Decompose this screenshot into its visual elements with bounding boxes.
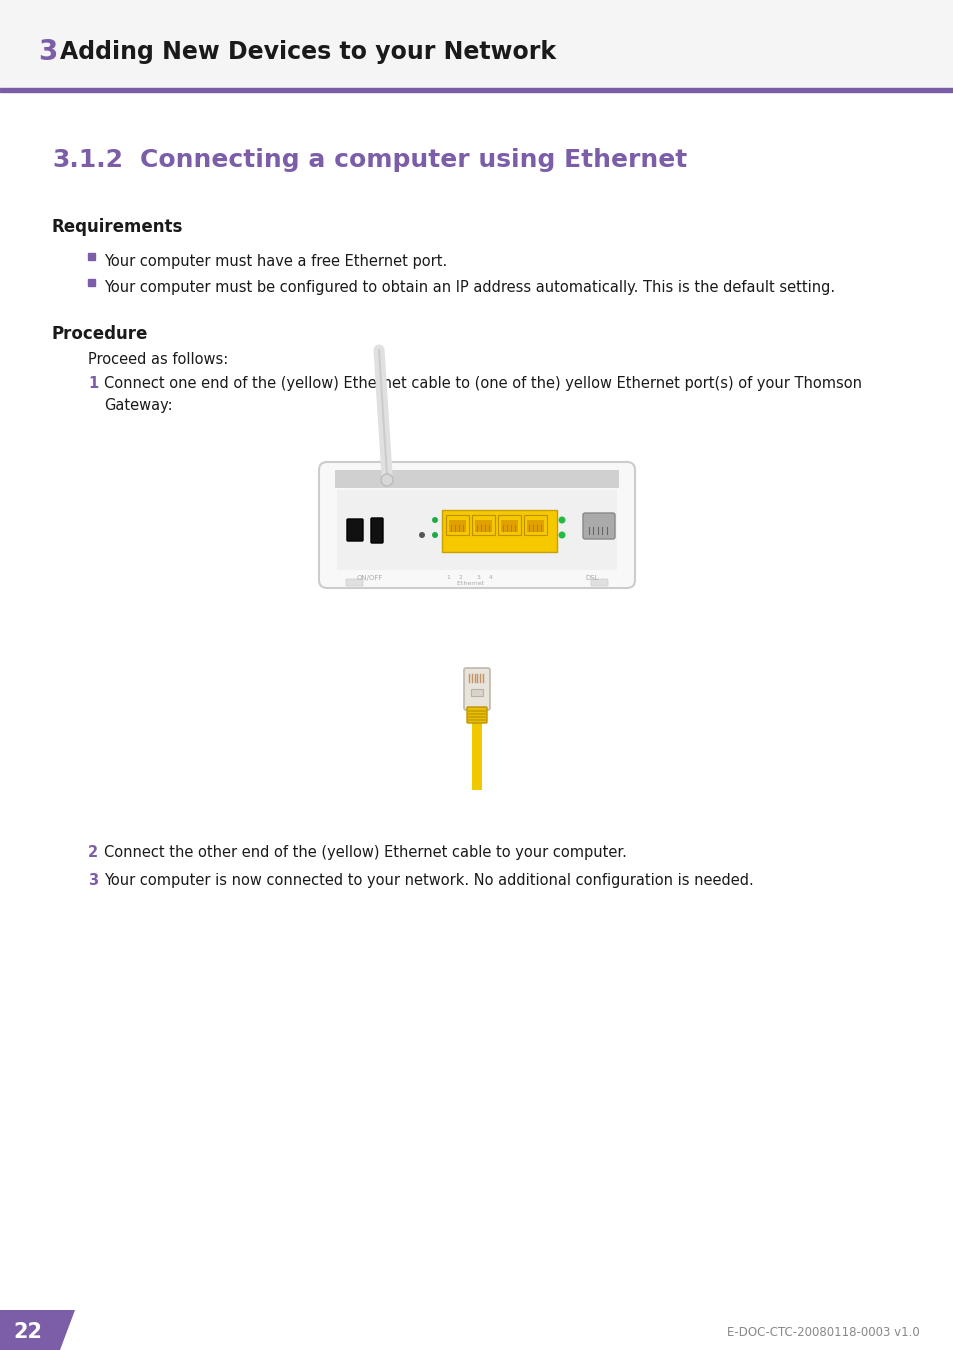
Circle shape	[380, 474, 393, 486]
Text: Your computer must be configured to obtain an IP address automatically. This is : Your computer must be configured to obta…	[104, 279, 834, 296]
FancyBboxPatch shape	[467, 707, 486, 724]
FancyBboxPatch shape	[347, 518, 363, 541]
Text: Procedure: Procedure	[52, 325, 149, 343]
Text: 1: 1	[88, 377, 98, 392]
Circle shape	[558, 532, 565, 539]
Text: Adding New Devices to your Network: Adding New Devices to your Network	[60, 40, 556, 63]
Bar	[472, 722, 481, 790]
Bar	[449, 520, 465, 532]
FancyBboxPatch shape	[463, 668, 490, 710]
FancyBboxPatch shape	[371, 518, 382, 543]
Bar	[475, 520, 492, 532]
Polygon shape	[0, 1310, 75, 1350]
Text: ON/OFF: ON/OFF	[356, 575, 383, 580]
FancyBboxPatch shape	[590, 579, 607, 586]
Bar	[0, 0, 953, 88]
FancyBboxPatch shape	[318, 462, 635, 589]
Text: Your computer must have a free Ethernet port.: Your computer must have a free Ethernet …	[104, 254, 447, 269]
Bar	[497, 514, 520, 535]
Text: Proceed as follows:: Proceed as follows:	[88, 352, 228, 367]
Text: 3.1.2: 3.1.2	[52, 148, 123, 171]
Bar	[441, 510, 557, 552]
Text: 3: 3	[88, 873, 98, 888]
Bar	[523, 514, 546, 535]
Text: Your computer is now connected to your network. No additional configuration is n: Your computer is now connected to your n…	[104, 873, 753, 888]
Text: Connecting a computer using Ethernet: Connecting a computer using Ethernet	[140, 148, 686, 171]
Bar	[88, 279, 95, 286]
Bar	[472, 514, 495, 535]
Bar	[526, 520, 543, 532]
Bar	[471, 688, 482, 697]
Text: Connect one end of the (yellow) Ethernet cable to (one of the) yellow Ethernet p: Connect one end of the (yellow) Ethernet…	[104, 377, 862, 413]
Text: 1    2       3    4
     Ethernet: 1 2 3 4 Ethernet	[447, 575, 493, 586]
Text: DSL: DSL	[584, 575, 598, 580]
Bar	[0, 88, 953, 92]
Circle shape	[558, 517, 565, 524]
Circle shape	[432, 517, 437, 522]
Text: 2: 2	[88, 845, 98, 860]
FancyBboxPatch shape	[346, 579, 363, 586]
Text: E-DOC-CTC-20080118-0003 v1.0: E-DOC-CTC-20080118-0003 v1.0	[726, 1326, 919, 1338]
Text: Connect the other end of the (yellow) Ethernet cable to your computer.: Connect the other end of the (yellow) Et…	[104, 845, 626, 860]
Text: 22: 22	[13, 1322, 43, 1342]
Bar	[88, 252, 95, 261]
FancyBboxPatch shape	[582, 513, 615, 539]
Circle shape	[432, 532, 437, 539]
Bar	[336, 490, 617, 570]
Bar	[446, 514, 469, 535]
Text: 3: 3	[38, 38, 57, 66]
Bar	[500, 520, 517, 532]
Bar	[335, 470, 618, 487]
Circle shape	[418, 532, 424, 539]
Text: Requirements: Requirements	[52, 217, 183, 236]
